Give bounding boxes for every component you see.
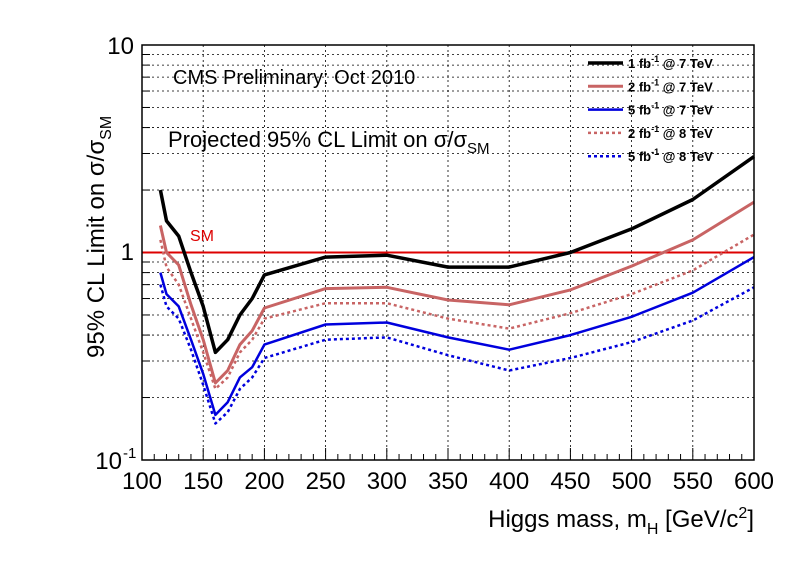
legend-lumi: 2 fb <box>628 79 651 94</box>
legend-label-2: 2 fb-1 @ 7 TeV <box>628 77 713 94</box>
plot-title-sigma: σ/σ <box>434 127 468 152</box>
legend-exp: -1 <box>651 124 659 134</box>
plot-frame <box>141 44 755 461</box>
x-axis-label-sub: H <box>647 521 659 538</box>
series-lines <box>158 155 756 425</box>
plot-title-main: Projected 95% CL Limit on <box>168 127 434 152</box>
legend-exp: -1 <box>651 147 659 157</box>
x-tick-label: 150 <box>183 468 223 495</box>
legend-lumi: 5 fb <box>628 149 651 164</box>
legend-exp: -1 <box>651 54 659 64</box>
legend-rest: @ 8 TeV <box>659 126 713 141</box>
sm-line-label: SM <box>190 228 214 245</box>
y-tick-label-top: 10 <box>107 33 134 60</box>
x-tick-label: 450 <box>550 468 590 495</box>
series-line-3 <box>159 256 755 417</box>
y-axis-label-main: 95% CL Limit on σ/σ <box>83 140 110 358</box>
y-tick-label-bottom: 10 <box>95 448 122 475</box>
legend-rest: @ 8 TeV <box>659 149 713 164</box>
header-text: CMS Preliminary: Oct 2010 <box>173 67 415 89</box>
legend-rest: @ 7 TeV <box>659 56 713 71</box>
series-line-1 <box>158 155 756 355</box>
y-axis-label-sub: SM <box>98 116 115 140</box>
x-tick-label: 500 <box>612 468 652 495</box>
legend-label-5: 5 fb-1 @ 8 TeV <box>628 147 713 164</box>
x-tick-label: 600 <box>734 468 774 495</box>
legend-lumi: 5 fb <box>628 103 651 118</box>
x-axis-label-sup: 2 <box>738 505 747 522</box>
legend-lumi: 1 fb <box>628 56 651 71</box>
y-axis-label: 95% CL Limit on σ/σSM <box>83 116 115 358</box>
x-axis-label-unit: [GeV/c <box>658 506 738 533</box>
plot-title-sub: SM <box>467 140 490 157</box>
x-axis-label-close: ] <box>747 506 754 533</box>
x-tick-label: 100 <box>122 468 162 495</box>
y-tick-bottom-base: 10 <box>95 448 122 475</box>
x-axis-label: Higgs mass, mH [GeV/c2] <box>488 505 754 538</box>
x-tick-label: 400 <box>489 468 529 495</box>
grid-lines <box>142 45 754 460</box>
legend-rest: @ 7 TeV <box>659 79 713 94</box>
legend-lumi: 2 fb <box>628 126 651 141</box>
series-line-5 <box>159 284 755 425</box>
x-tick-label: 300 <box>367 468 407 495</box>
legend-exp: -1 <box>651 101 659 111</box>
x-tick-labels: 100 150 200 250 300 350 400 450 500 550 600 <box>122 468 774 495</box>
x-axis-label-main: Higgs mass, m <box>488 506 647 533</box>
legend-label-3: 5 fb-1 @ 7 TeV <box>628 101 713 118</box>
legend-label-4: 2 fb-1 @ 8 TeV <box>628 124 713 141</box>
legend-rest: @ 7 TeV <box>659 103 713 118</box>
y-tick-label-mid: 1 <box>121 239 134 266</box>
x-tick-label: 200 <box>244 468 284 495</box>
x-tick-label: 550 <box>673 468 713 495</box>
legend-exp: -1 <box>651 77 659 87</box>
y-tick-label-bottom-exp: -1 <box>123 445 136 462</box>
series-line-2 <box>158 200 755 385</box>
x-tick-label: 350 <box>428 468 468 495</box>
x-tick-label: 250 <box>306 468 346 495</box>
plot-title: Projected 95% CL Limit on σ/σSM <box>168 127 490 157</box>
series-line-4 <box>159 233 755 391</box>
legend-label-1: 1 fb-1 @ 7 TeV <box>628 54 713 71</box>
